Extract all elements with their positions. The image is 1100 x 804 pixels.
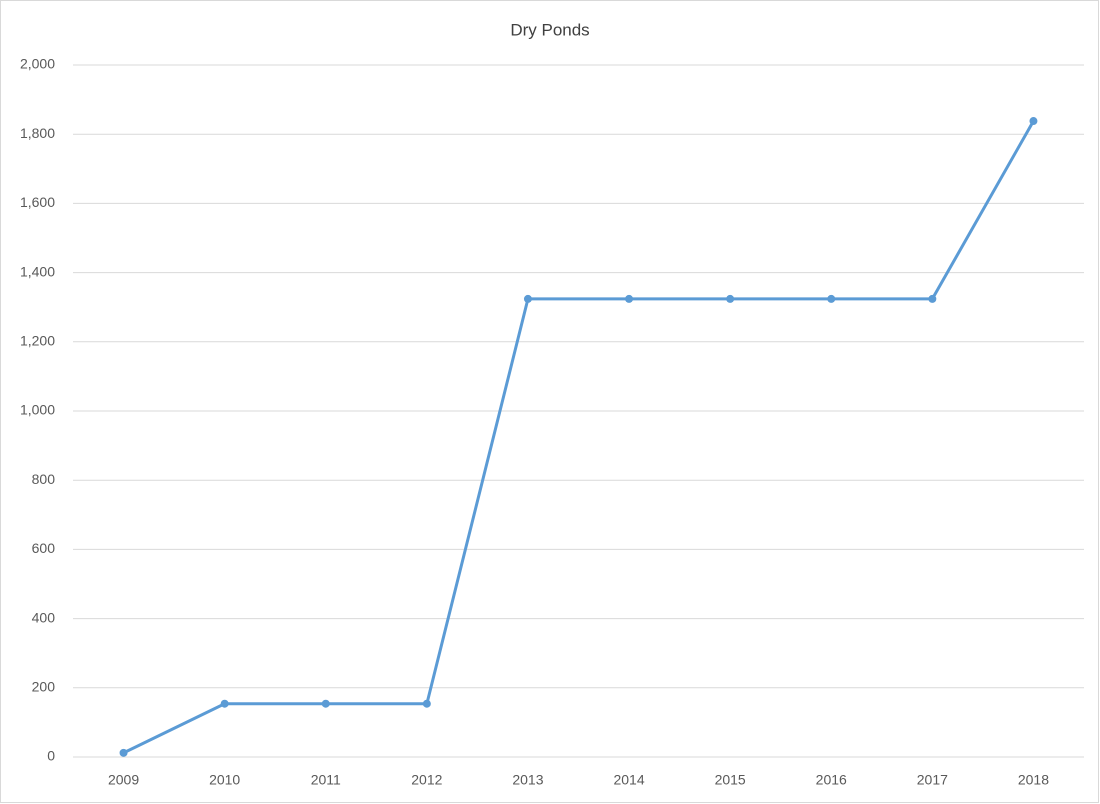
- x-tick-label: 2011: [311, 772, 341, 788]
- chart-title: Dry Ponds: [510, 20, 589, 39]
- y-tick-label: 0: [47, 748, 55, 764]
- y-tick-label: 200: [32, 679, 56, 695]
- data-point: [625, 294, 634, 303]
- data-point: [827, 294, 836, 303]
- y-tick-label: 600: [32, 540, 56, 556]
- x-tick-label: 2018: [1018, 772, 1049, 788]
- data-point: [119, 748, 128, 757]
- data-point: [928, 294, 937, 303]
- x-tick-label: 2010: [209, 772, 240, 788]
- x-tick-label: 2015: [715, 772, 746, 788]
- x-tick-label: 2013: [512, 772, 543, 788]
- y-tick-label: 2,000: [20, 56, 55, 72]
- x-tick-label: 2016: [816, 772, 847, 788]
- y-tick-label: 800: [32, 471, 56, 487]
- x-tick-label: 2017: [917, 772, 948, 788]
- x-tick-label: 2014: [613, 772, 644, 788]
- line-series: [122, 120, 1035, 755]
- x-tick-label: 2009: [108, 772, 139, 788]
- data-point: [1029, 117, 1038, 126]
- y-tick-label: 1,400: [20, 263, 55, 279]
- y-tick-label: 1,000: [20, 402, 55, 418]
- data-point: [726, 294, 735, 303]
- y-tick-label: 400: [32, 609, 56, 625]
- data-point: [321, 699, 330, 708]
- x-tick-label: 2012: [411, 772, 442, 788]
- data-point: [422, 699, 431, 708]
- data-point: [220, 699, 229, 708]
- y-tick-label: 1,800: [20, 125, 55, 141]
- y-tick-label: 1,600: [20, 194, 55, 210]
- y-tick-label: 1,200: [20, 333, 55, 349]
- data-point: [523, 294, 532, 303]
